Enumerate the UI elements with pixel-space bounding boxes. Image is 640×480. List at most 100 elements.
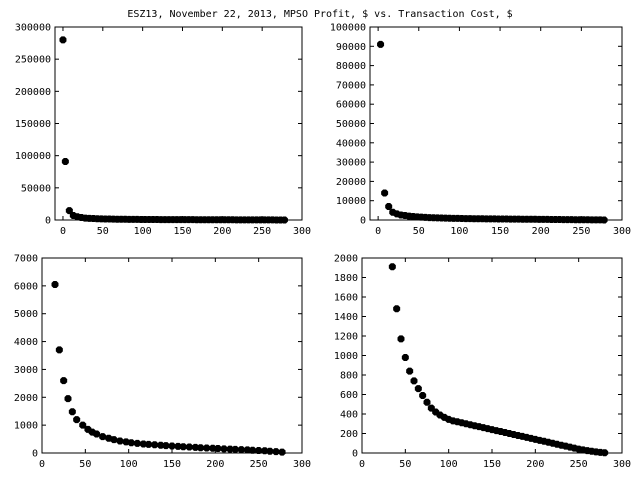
plot-bottom-left: 0 50 100 150 200 250 3000100020003000400050006… xyxy=(14,254,311,471)
x-tick-label: 0 xyxy=(39,459,45,470)
data-point xyxy=(79,421,87,429)
y-tick-label: 90000 xyxy=(336,42,366,53)
data-point xyxy=(68,408,76,416)
y-tick-label: 60000 xyxy=(336,100,366,111)
data-point xyxy=(401,353,409,361)
x-tick-label: 100 xyxy=(120,459,138,470)
data-point xyxy=(73,416,81,424)
data-point xyxy=(145,440,153,448)
x-tick-label: 250 xyxy=(572,226,590,237)
y-tick-label: 30000 xyxy=(336,158,366,169)
x-tick-label: 150 xyxy=(491,226,509,237)
data-point xyxy=(116,437,124,445)
data-point xyxy=(168,442,176,450)
data-point xyxy=(278,448,286,456)
y-tick-label: 400 xyxy=(340,410,358,421)
data-point xyxy=(133,439,141,447)
x-tick-label: 100 xyxy=(450,226,468,237)
data-point xyxy=(385,202,393,210)
x-tick-label: 100 xyxy=(134,226,152,237)
x-tick-label: 150 xyxy=(483,459,501,470)
data-point xyxy=(266,447,274,455)
y-tick-label: 100000 xyxy=(330,23,366,34)
y-tick-label: 80000 xyxy=(336,61,366,72)
data-point xyxy=(197,444,205,452)
y-tick-label: 5000 xyxy=(14,309,38,320)
plot-top-right: 0 50 100 150 200 250 300 0 10000 20000 30000 40000 5… xyxy=(330,23,631,238)
data-point xyxy=(381,189,389,197)
data-point xyxy=(220,445,228,453)
y-tick-label: 800 xyxy=(340,371,358,382)
y-tick-label: 1000 xyxy=(334,351,358,362)
y-tick-label: 50000 xyxy=(21,183,51,194)
x-tick-label: 300 xyxy=(293,459,311,470)
y-tick-label: 1200 xyxy=(334,332,358,343)
x-tick-label: 50 xyxy=(413,226,425,237)
data-point xyxy=(65,207,73,215)
y-tick-label: 2000 xyxy=(334,254,358,265)
y-tick-label: 2000 xyxy=(14,393,38,404)
y-tick-label: 1800 xyxy=(334,273,358,284)
y-tick-label: 600 xyxy=(340,390,358,401)
y-tick-label: 150000 xyxy=(15,119,51,130)
y-tick-label: 1000 xyxy=(14,421,38,432)
y-tick-label: 70000 xyxy=(336,80,366,91)
x-tick-label: 0 xyxy=(375,226,381,237)
y-tick-label: 200000 xyxy=(15,87,51,98)
plot-bottom-right: 0 50 100 150 200 250 300 0 200 400 600 800 1000 1200 1… xyxy=(334,254,631,471)
data-point xyxy=(110,436,118,444)
x-tick-label: 50 xyxy=(399,459,411,470)
x-tick-label: 50 xyxy=(79,459,91,470)
data-point xyxy=(127,439,135,447)
x-tick-label: 0 xyxy=(359,459,365,470)
y-tick-label: 40000 xyxy=(336,138,366,149)
data-point xyxy=(249,446,257,454)
x-tick-label: 200 xyxy=(206,459,224,470)
x-tick-label: 150 xyxy=(173,226,191,237)
plot-frame xyxy=(369,26,623,221)
data-point xyxy=(601,449,609,457)
data-point xyxy=(423,398,431,406)
data-point xyxy=(410,377,418,385)
y-tick-label: 6000 xyxy=(14,281,38,292)
y-tick-label: 0 xyxy=(360,216,366,227)
y-tick-label: 7000 xyxy=(14,254,38,265)
figure-title: ESZ13, November 22, 2013, MPSO Profit, $… xyxy=(127,9,512,20)
x-tick-label: 50 xyxy=(97,226,109,237)
x-tick-label: 200 xyxy=(532,226,550,237)
data-point xyxy=(59,36,67,44)
x-tick-label: 100 xyxy=(440,459,458,470)
y-tick-label: 10000 xyxy=(336,196,366,207)
data-point xyxy=(231,445,239,453)
plot-frame xyxy=(361,257,623,454)
data-point xyxy=(185,443,193,451)
y-tick-label: 20000 xyxy=(336,177,366,188)
x-tick-label: 250 xyxy=(250,459,268,470)
x-tick-label: 300 xyxy=(293,226,311,237)
data-point xyxy=(397,335,405,343)
data-point xyxy=(255,446,263,454)
x-tick-label: 150 xyxy=(163,459,181,470)
data-point xyxy=(151,441,159,449)
x-tick-label: 300 xyxy=(613,459,631,470)
x-tick-label: 200 xyxy=(213,226,231,237)
data-point xyxy=(600,216,608,224)
x-tick-label: 200 xyxy=(526,459,544,470)
data-point xyxy=(280,216,288,224)
y-tick-label: 250000 xyxy=(15,55,51,66)
data-point xyxy=(60,377,68,385)
x-tick-label: 0 xyxy=(60,226,66,237)
data-point xyxy=(55,346,63,354)
y-tick-label: 300000 xyxy=(15,23,51,34)
data-point xyxy=(377,40,385,48)
plot-top-left: 0 50 100 150 200 250 300 0 50000 100000 150000 2000… xyxy=(15,23,311,238)
y-tick-label: 200 xyxy=(340,429,358,440)
data-point xyxy=(237,446,245,454)
data-point xyxy=(419,391,427,399)
data-point xyxy=(93,430,101,438)
data-point xyxy=(162,442,170,450)
y-tick-label: 4000 xyxy=(14,337,38,348)
y-tick-label: 0 xyxy=(45,216,51,227)
data-point xyxy=(51,280,59,288)
